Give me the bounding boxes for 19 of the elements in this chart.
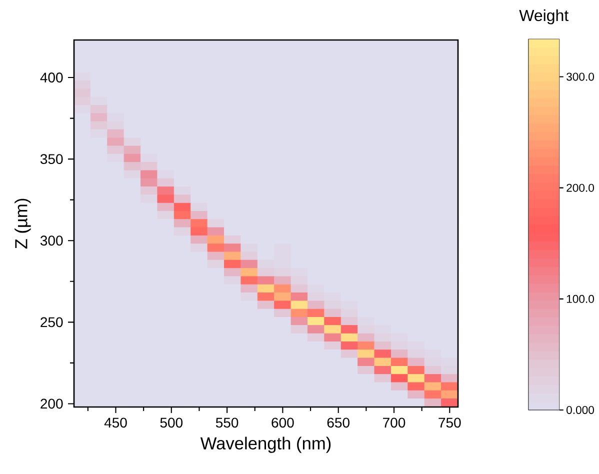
x-axis-title: Wavelength (nm): [200, 436, 331, 453]
x-tick-label: 550: [216, 418, 238, 428]
x-tick-label: 700: [383, 418, 406, 428]
y-tick-label: 250: [40, 317, 63, 328]
x-tick-label: 750: [438, 418, 461, 428]
y-axis-title: Z (µm): [14, 198, 31, 249]
x-tick-label: 450: [104, 418, 127, 428]
x-tick-label: 600: [272, 418, 294, 428]
color-bar-label: 200.0: [566, 184, 594, 192]
y-tick-label: 400: [40, 72, 63, 82]
x-tick-label: 500: [160, 418, 183, 428]
x-tick-label: 650: [327, 418, 350, 428]
color-bar-label: 0.000: [566, 406, 594, 414]
y-tick-label: 350: [40, 154, 63, 164]
color-bar-title: Weight: [519, 9, 569, 24]
color-bar-label: 300.0: [566, 72, 594, 81]
color-bar-label: 100.0: [566, 294, 594, 303]
y-tick-label: 300: [40, 236, 63, 246]
y-tick-label: 200: [40, 398, 63, 409]
